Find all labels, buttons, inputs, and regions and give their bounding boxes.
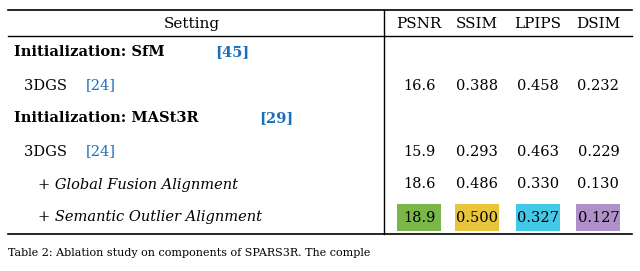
Text: 0.458: 0.458 [516, 79, 559, 92]
Text: 0.327: 0.327 [516, 211, 559, 224]
Text: 0.232: 0.232 [577, 79, 620, 92]
Text: 0.463: 0.463 [516, 144, 559, 159]
FancyBboxPatch shape [455, 204, 499, 231]
Text: 0.486: 0.486 [456, 178, 498, 192]
FancyBboxPatch shape [397, 204, 441, 231]
Text: SSIM: SSIM [456, 17, 498, 31]
Text: 18.6: 18.6 [403, 178, 435, 192]
Text: Initialization: SfM: Initialization: SfM [14, 46, 170, 60]
Text: 0.130: 0.130 [577, 178, 620, 192]
Text: 0.500: 0.500 [456, 211, 498, 224]
Text: 18.9: 18.9 [403, 211, 435, 224]
Text: 3DGS: 3DGS [24, 79, 72, 92]
FancyBboxPatch shape [516, 204, 559, 231]
Text: PSNR: PSNR [397, 17, 442, 31]
Text: DSIM: DSIM [576, 17, 621, 31]
Text: 0.229: 0.229 [577, 144, 620, 159]
Text: [24]: [24] [86, 144, 115, 159]
Text: + Global Fusion Alignment: + Global Fusion Alignment [38, 178, 238, 192]
Text: [24]: [24] [86, 79, 115, 92]
Text: Initialization: MASt3R: Initialization: MASt3R [14, 111, 204, 125]
Text: Setting: Setting [164, 17, 220, 31]
Text: 0.293: 0.293 [456, 144, 498, 159]
Text: 16.6: 16.6 [403, 79, 435, 92]
Text: 0.127: 0.127 [577, 211, 620, 224]
Text: Table 2: Ablation study on components of SPARS3R. The comple: Table 2: Ablation study on components of… [8, 248, 371, 258]
Text: + Semantic Outlier Alignment: + Semantic Outlier Alignment [38, 211, 262, 224]
Text: 0.388: 0.388 [456, 79, 498, 92]
Text: [45]: [45] [215, 46, 249, 60]
FancyBboxPatch shape [577, 204, 620, 231]
Text: 15.9: 15.9 [403, 144, 435, 159]
Text: 3DGS: 3DGS [24, 144, 72, 159]
Text: LPIPS: LPIPS [514, 17, 561, 31]
Text: [29]: [29] [259, 111, 293, 125]
Text: 0.330: 0.330 [516, 178, 559, 192]
